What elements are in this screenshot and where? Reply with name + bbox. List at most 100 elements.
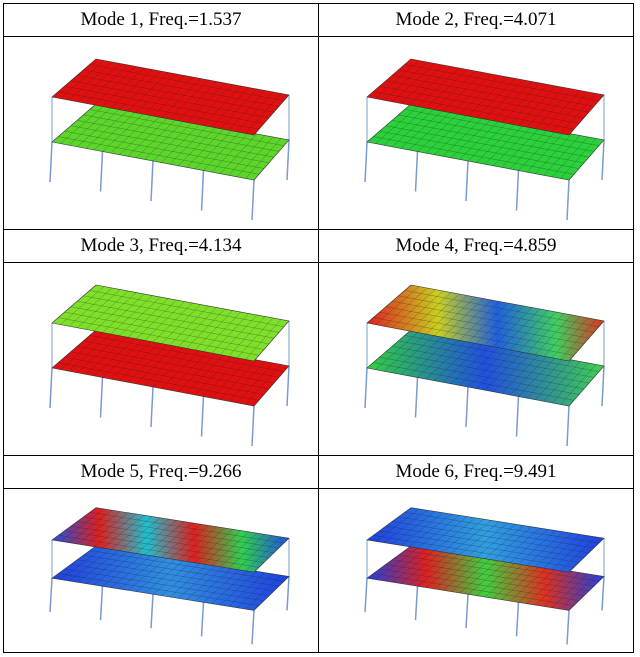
mesh-line xyxy=(236,91,274,133)
mesh-line xyxy=(77,63,121,102)
column xyxy=(99,151,104,192)
mesh-line xyxy=(89,109,285,146)
column xyxy=(49,367,53,409)
mesh-line xyxy=(398,554,595,587)
mesh-line xyxy=(467,560,508,595)
mesh-line xyxy=(551,573,589,608)
mesh-line xyxy=(379,568,580,601)
mesh-line xyxy=(392,334,436,373)
mesh-line xyxy=(379,130,580,169)
mesh-line xyxy=(383,548,428,582)
mesh-line xyxy=(144,120,185,160)
mesh-line xyxy=(379,356,580,395)
mesh-line xyxy=(77,301,275,339)
mesh-line xyxy=(93,337,137,377)
mesh-line xyxy=(501,566,540,600)
mesh-line xyxy=(169,79,209,120)
mesh-line xyxy=(526,313,564,354)
mesh-line xyxy=(93,66,137,106)
mesh-line xyxy=(70,306,270,345)
mesh-line xyxy=(58,317,260,356)
mesh-line xyxy=(93,552,137,586)
mesh-line xyxy=(383,332,428,372)
mesh-line xyxy=(102,67,145,107)
mesh-line xyxy=(236,573,274,608)
mesh-line xyxy=(135,299,177,340)
mesh-line xyxy=(518,530,556,565)
mesh-line xyxy=(442,72,484,112)
mesh-line xyxy=(408,552,452,586)
mesh-line xyxy=(245,536,282,572)
mesh-line xyxy=(178,564,217,599)
mesh-line xyxy=(434,341,476,381)
mesh-line xyxy=(77,289,121,328)
mesh-line xyxy=(144,559,185,594)
mesh-line xyxy=(77,120,275,158)
mesh-line xyxy=(245,93,282,134)
column xyxy=(515,170,520,211)
column xyxy=(200,602,205,637)
mesh-line xyxy=(83,114,280,152)
mesh-line xyxy=(392,301,590,339)
mesh-line xyxy=(551,136,589,178)
mesh-line xyxy=(451,558,492,592)
mesh-line xyxy=(83,554,280,587)
mesh-line xyxy=(70,564,270,597)
column xyxy=(251,405,255,447)
mesh-line xyxy=(375,546,420,580)
mesh-line xyxy=(398,295,595,333)
mesh-line xyxy=(543,90,581,131)
mesh-line xyxy=(127,343,169,383)
mesh-line xyxy=(68,332,113,372)
mesh-line xyxy=(408,513,452,547)
mesh-line xyxy=(186,527,225,562)
mesh-line xyxy=(400,512,444,546)
mesh-line xyxy=(161,304,201,344)
column xyxy=(150,594,154,629)
mesh-line xyxy=(70,525,270,558)
mesh-line xyxy=(152,522,193,557)
mesh-line xyxy=(476,78,516,118)
mesh-line xyxy=(203,530,241,565)
mesh-line xyxy=(102,338,145,378)
mesh-line xyxy=(526,132,564,173)
mesh-line xyxy=(220,532,258,568)
mesh-line xyxy=(543,534,581,569)
mesh-line xyxy=(560,138,597,179)
mesh-line xyxy=(493,81,532,121)
mesh-line xyxy=(89,550,285,582)
mesh-line xyxy=(89,335,285,372)
mesh-line xyxy=(102,112,145,152)
mesh-line xyxy=(375,331,420,370)
mesh-line xyxy=(127,557,169,591)
mesh-line xyxy=(228,361,266,402)
mesh-line xyxy=(60,331,105,370)
mesh-line xyxy=(85,512,129,546)
mesh-line xyxy=(425,516,468,550)
mesh-line xyxy=(211,358,249,399)
mesh-line xyxy=(484,563,524,598)
mesh-line xyxy=(467,121,508,162)
mode-shape-image xyxy=(49,284,290,447)
mesh-line xyxy=(375,60,420,99)
mesh-line xyxy=(385,351,585,390)
mesh-line xyxy=(398,69,595,107)
mesh-line xyxy=(203,85,241,126)
mesh-line xyxy=(404,290,600,327)
mesh-line xyxy=(417,67,460,107)
mesh-line xyxy=(375,286,420,325)
mesh-line xyxy=(152,560,193,595)
mesh-line xyxy=(392,63,436,102)
mesh-line xyxy=(70,80,270,119)
mesh-line xyxy=(236,535,274,570)
mesh-line xyxy=(119,70,161,110)
mesh-line xyxy=(110,516,153,550)
mesh-line xyxy=(425,295,468,335)
mesh-line xyxy=(467,302,508,343)
mesh-line xyxy=(560,319,597,360)
mesh-line xyxy=(68,61,113,101)
mesh-line xyxy=(194,529,233,563)
mesh-line xyxy=(408,66,452,106)
mesh-line xyxy=(392,511,436,545)
mesh-line xyxy=(551,535,589,570)
